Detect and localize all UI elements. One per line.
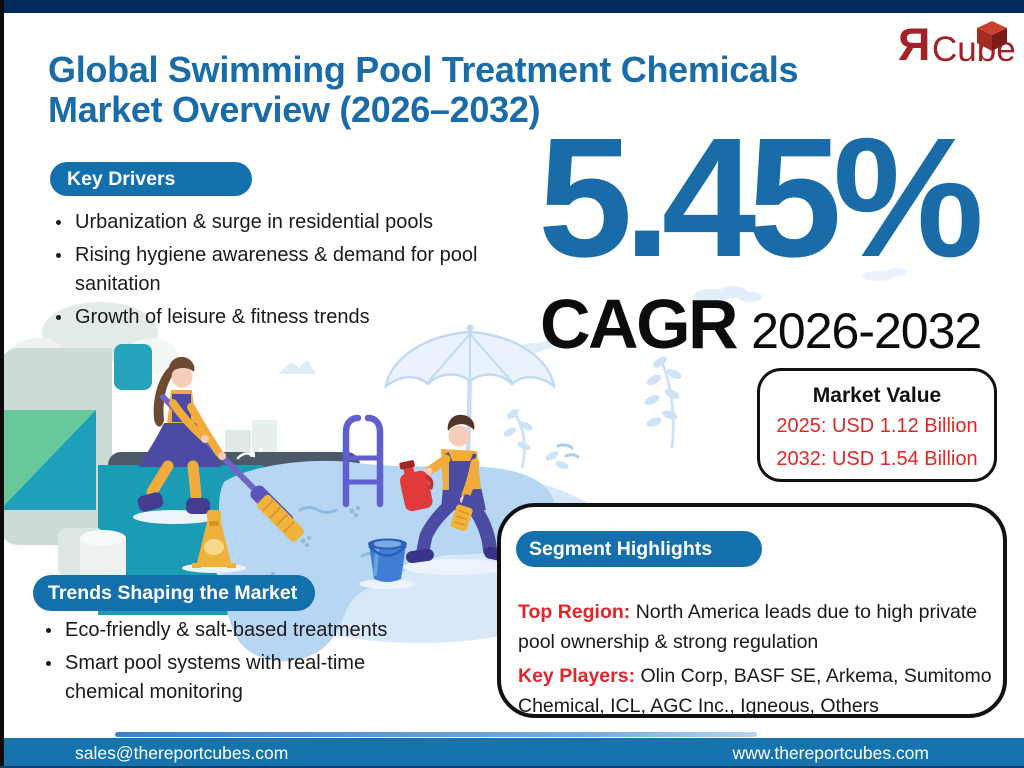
key-drivers-badge: Key Drivers	[50, 162, 252, 196]
bullet-dot	[46, 628, 51, 633]
left-edge-strip	[0, 0, 4, 768]
cylinder-graphic	[58, 528, 126, 576]
list-item: Growth of leisure & fitness trends	[52, 303, 500, 332]
bullet-dot	[46, 661, 51, 666]
cagr-label: CAGR	[540, 285, 739, 363]
page-title-line2: Market Overview (2026–2032)	[48, 89, 541, 130]
segment-highlights-badge-label: Segment Highlights	[529, 537, 713, 560]
clouds-graphic	[278, 268, 906, 374]
list-item-text: Smart pool systems with real-time chemic…	[65, 652, 366, 703]
top-region-text: Top Region: North America leads due to h…	[518, 597, 996, 657]
brand-logo: Я Cube	[898, 19, 1016, 70]
cagr-caption: CAGR 2026-2032	[540, 285, 982, 363]
trends-badge-label: Trends Shaping the Market	[48, 581, 298, 604]
chemical-jug-graphic	[399, 460, 434, 512]
footer-email[interactable]: sales@thereportcubes.com	[75, 742, 289, 763]
plants-graphic	[503, 356, 682, 470]
cube-icon	[977, 21, 1007, 51]
market-value-2025: 2025: USD 1.12 Billion	[776, 415, 978, 437]
key-players-value: Olin Corp, BASF SE, Arkema, Sumitomo Che…	[518, 664, 992, 717]
page-title: Global Swimming Pool Treatment Chemicals…	[48, 50, 898, 130]
key-drivers-badge-label: Key Drivers	[67, 167, 176, 190]
market-value-2032: 2032: USD 1.54 Billion	[776, 448, 978, 470]
market-value-box: Market Value 2025: USD 1.12 Billion 2032…	[757, 368, 997, 482]
logo-mark: Я	[898, 19, 931, 70]
trends-badge: Trends Shaping the Market	[33, 575, 315, 611]
bullet-dot	[56, 220, 61, 225]
segment-highlights-badge: Segment Highlights	[516, 531, 762, 567]
key-players-label: Key Players:	[518, 664, 636, 687]
list-item-text: Rising hygiene awareness & demand for po…	[75, 244, 478, 295]
top-region-label: Top Region:	[518, 600, 631, 623]
market-value-title: Market Value	[812, 384, 942, 407]
footer-bar: sales@thereportcubes.com www.thereportcu…	[0, 738, 1024, 768]
cagr-value: 5.45%	[538, 103, 984, 293]
key-drivers-list: Urbanization & surge in residential pool…	[52, 208, 500, 336]
bullet-dot	[56, 315, 61, 320]
list-item-text: Growth of leisure & fitness trends	[75, 306, 370, 328]
pool-cleaning-illustration	[0, 268, 906, 737]
top-navy-bar	[0, 0, 1024, 13]
list-item: Smart pool systems with real-time chemic…	[42, 649, 398, 707]
list-item-text: Urbanization & surge in residential pool…	[75, 211, 433, 233]
canister-graphic	[0, 344, 152, 545]
hand-brush-graphic	[450, 494, 473, 532]
key-players-text: Key Players: Olin Corp, BASF SE, Arkema,…	[518, 661, 996, 721]
bullet-dot	[56, 253, 61, 258]
list-item: Eco-friendly & salt-based treatments	[42, 616, 398, 645]
list-item-text: Eco-friendly & salt-based treatments	[65, 619, 388, 641]
ground-line-graphic	[115, 732, 757, 737]
ladder-graphic	[342, 414, 384, 508]
footer-bottom-edge	[0, 766, 1024, 768]
cagr-period: 2026-2032	[751, 303, 982, 359]
segment-highlights-box: Segment Highlights Top Region: North Ame…	[497, 503, 1007, 718]
footer-website[interactable]: www.thereportcubes.com	[732, 742, 929, 763]
list-item: Rising hygiene awareness & demand for po…	[52, 241, 500, 299]
trends-list: Eco-friendly & salt-based treatments Sma…	[42, 616, 398, 711]
bucket-graphic	[359, 538, 415, 589]
cleaner-woman-graphic	[133, 356, 305, 542]
wet-floor-sign-graphic	[182, 510, 246, 573]
list-item: Urbanization & surge in residential pool…	[52, 208, 500, 237]
cleaner-man-graphic	[399, 414, 508, 575]
top-region-value: North America leads due to high private …	[518, 600, 978, 653]
page-title-line1: Global Swimming Pool Treatment Chemicals	[48, 49, 799, 90]
